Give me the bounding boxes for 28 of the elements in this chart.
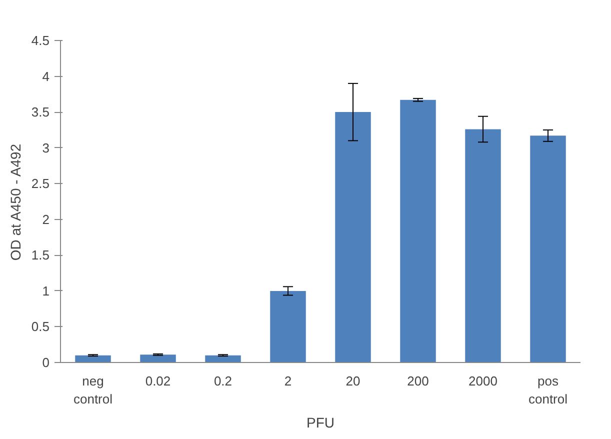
x-tick-label: 200 — [407, 374, 429, 388]
bar — [465, 129, 501, 362]
x-tick-label: pos control — [528, 374, 568, 406]
bar — [335, 112, 371, 362]
bar — [140, 354, 176, 362]
x-tick-label: 0.02 — [145, 374, 171, 388]
x-tick-label: neg control — [73, 374, 113, 406]
y-tick-label: 0 — [42, 355, 50, 370]
y-tick-label: 4 — [42, 68, 50, 84]
x-tick-label: 2 — [284, 374, 292, 388]
y-tick-label: 3.5 — [31, 104, 50, 120]
x-tick-label: 0.2 — [214, 374, 232, 388]
bar — [75, 355, 111, 362]
y-tick-label: 1 — [42, 283, 50, 298]
x-axis-title: PFU — [306, 414, 334, 430]
y-tick-label: 4.5 — [31, 33, 50, 48]
y-tick-label: 0.5 — [31, 319, 50, 334]
y-tick-label: 3 — [42, 140, 50, 156]
y-tick-label: 2.5 — [31, 176, 50, 192]
bar — [270, 290, 306, 362]
x-tick-label: 20 — [346, 374, 360, 388]
y-tick-label: 1.5 — [31, 248, 50, 263]
y-axis-title: OD at A450 - A492 — [7, 144, 24, 261]
y-tick-label: 2 — [42, 212, 50, 227]
bar — [400, 100, 436, 362]
bar — [205, 355, 241, 362]
bar — [530, 136, 566, 362]
x-tick-label: 2000 — [468, 374, 498, 388]
